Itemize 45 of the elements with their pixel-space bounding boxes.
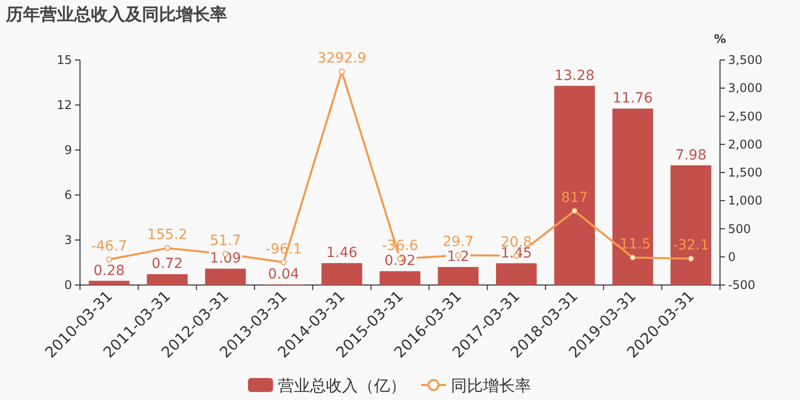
y-tick-label: 9 [64,143,72,157]
data-label: 13.28 [554,68,595,84]
data-label: -11.5 [614,236,651,253]
bar [205,268,246,285]
data-label: 155.2 [147,227,188,244]
data-label: 817 [561,190,588,206]
data-label: 29.7 [442,234,474,250]
y-tick-label: 12 [56,98,72,112]
data-label: 11.76 [612,90,653,107]
y2-tick-label: 0 [728,250,736,264]
y-tick-label: 15 [56,53,72,67]
data-label: 3292.9 [317,50,366,67]
data-label: 0.04 [268,266,300,282]
y2-tick-label: 500 [728,222,751,236]
bar [380,271,420,285]
bar [438,267,479,285]
y2-axis-title: % [714,32,726,46]
y2-tick-label: 2,500 [728,109,762,124]
y2-tick-label: 1,000 [728,194,762,208]
data-label: 1.46 [326,245,358,262]
bar [146,274,188,285]
data-label: 7.98 [675,147,706,164]
y-tick-label: 6 [64,188,72,202]
y-tick-label: 3 [64,233,72,247]
y2-tick-label: 3,500 [728,53,762,67]
bar [554,86,595,285]
bar [612,108,654,285]
bar [321,263,362,285]
data-label: -46.7 [90,238,128,254]
legend-label: 同比增长率 [451,376,531,395]
data-label: 51.7 [210,232,242,249]
y2-tick-label: 3,000 [728,81,762,96]
data-label: 1.2 [447,249,470,265]
data-label: 0.72 [152,256,183,272]
legend-label: 营业总收入（亿） [278,376,406,395]
bar [670,165,712,285]
y2-tick-label: 2,000 [728,137,762,152]
y2-tick-label: -500 [728,278,756,292]
data-label: 0.28 [94,262,125,279]
bar [496,263,537,285]
y2-tick-label: 1,500 [728,166,762,180]
bar [88,280,130,285]
y-tick-label: 0 [64,278,72,292]
data-label: -32.1 [672,238,710,254]
chart-title: 历年营业总收入及同比增长率 [5,5,227,25]
